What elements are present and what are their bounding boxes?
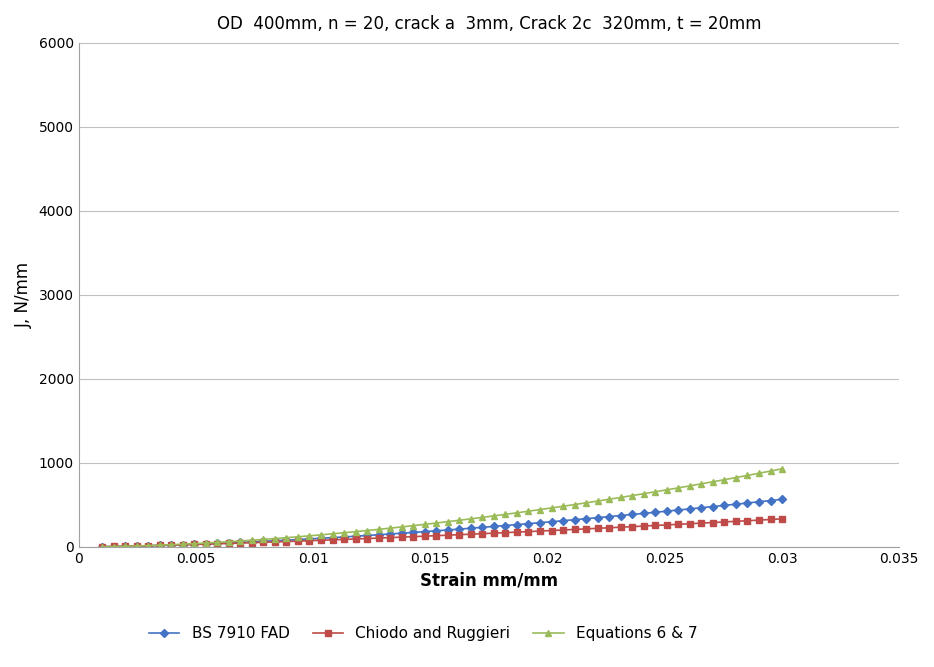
Equations 6 & 7 <box>212 538 223 546</box>
X-axis label: Strain mm/mm: Strain mm/mm <box>420 572 558 590</box>
BS 7910 FAD <box>316 534 327 542</box>
Chiodo and Ruggieri <box>523 528 534 536</box>
BS 7910 FAD <box>212 540 223 548</box>
Line: BS 7910 FAD: BS 7910 FAD <box>99 496 785 550</box>
BS 7910 FAD <box>269 537 280 545</box>
Y-axis label: J, N/mm: J, N/mm <box>15 262 33 328</box>
Equations 6 & 7 <box>523 507 534 515</box>
Legend: BS 7910 FAD, Chiodo and Ruggieri, Equations 6 & 7: BS 7910 FAD, Chiodo and Ruggieri, Equati… <box>143 620 703 648</box>
BS 7910 FAD <box>96 543 107 551</box>
Equations 6 & 7 <box>327 530 338 538</box>
Chiodo and Ruggieri <box>269 538 280 546</box>
Chiodo and Ruggieri <box>292 537 304 545</box>
Chiodo and Ruggieri <box>96 543 107 551</box>
BS 7910 FAD <box>292 536 304 544</box>
Chiodo and Ruggieri <box>212 540 223 548</box>
Equations 6 & 7 <box>776 465 787 473</box>
Title: OD  400mm, n = 20, crack a  3mm, Crack 2c  320mm, t = 20mm: OD 400mm, n = 20, crack a 3mm, Crack 2c … <box>217 15 761 33</box>
Chiodo and Ruggieri <box>776 515 787 523</box>
Equations 6 & 7 <box>292 533 304 541</box>
Line: Equations 6 & 7: Equations 6 & 7 <box>98 466 785 550</box>
BS 7910 FAD <box>523 520 534 528</box>
Chiodo and Ruggieri <box>327 536 338 544</box>
Equations 6 & 7 <box>96 543 107 551</box>
Equations 6 & 7 <box>269 534 280 542</box>
Chiodo and Ruggieri <box>316 536 327 544</box>
BS 7910 FAD <box>327 534 338 542</box>
BS 7910 FAD <box>776 496 787 504</box>
Equations 6 & 7 <box>316 531 327 539</box>
Line: Chiodo and Ruggieri: Chiodo and Ruggieri <box>99 516 785 550</box>
